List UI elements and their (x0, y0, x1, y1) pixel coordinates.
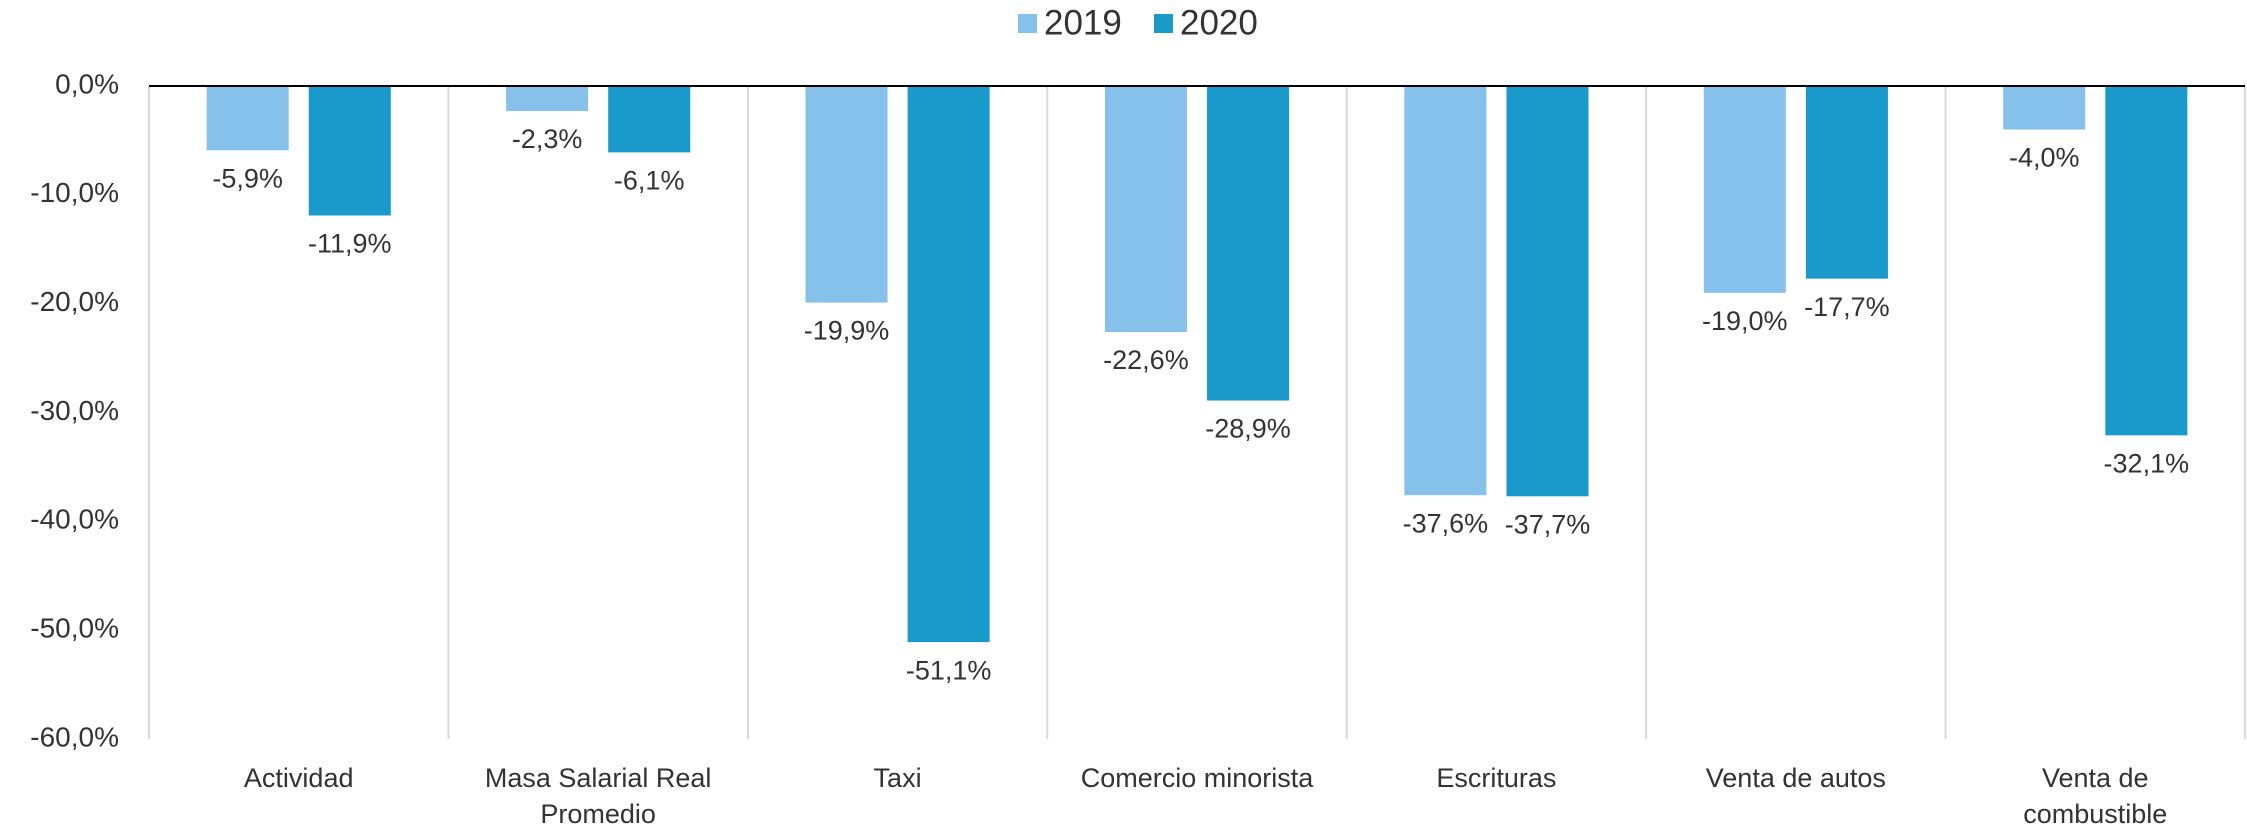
value-label: -17,7% (1804, 292, 1890, 322)
bar (1703, 86, 1786, 293)
y-tick-label: -20,0% (30, 286, 119, 317)
value-label: -37,6% (1403, 508, 1489, 538)
value-label: -19,9% (804, 316, 890, 346)
x-tick-label: Taxi (873, 763, 922, 793)
y-tick-label: 0,0% (55, 68, 119, 99)
value-label: -19,0% (1702, 306, 1788, 336)
value-label: -37,7% (1505, 509, 1591, 539)
bar (1805, 86, 1888, 279)
x-tick-label: Actividad (243, 763, 354, 793)
value-label: -22,6% (1103, 345, 1189, 375)
y-tick-label: -40,0% (30, 504, 119, 535)
value-label: -28,9% (1205, 414, 1291, 444)
bar (1404, 86, 1487, 496)
legend-swatch (1018, 14, 1037, 33)
x-tick-label: Comercio minorista (1080, 763, 1314, 793)
bar (506, 86, 589, 112)
legend-label: 2020 (1180, 3, 1258, 42)
bar (1506, 86, 1589, 497)
bar (308, 86, 391, 216)
value-label: -2,3% (512, 124, 583, 154)
bar (2105, 86, 2188, 436)
value-label: -4,0% (2009, 143, 2080, 173)
bar (907, 86, 990, 643)
x-tick-label: Venta de combustible (2023, 763, 2168, 829)
value-label: -5,9% (212, 163, 283, 193)
value-label: -11,9% (308, 229, 392, 259)
bar (608, 86, 691, 153)
bar (206, 86, 289, 151)
y-tick-label: -10,0% (30, 177, 119, 208)
x-tick-label: Escrituras (1436, 763, 1557, 793)
value-label: -6,1% (614, 166, 685, 196)
legend-swatch (1154, 14, 1173, 33)
value-label: -51,1% (906, 655, 992, 685)
y-tick-label: -60,0% (30, 721, 119, 752)
y-tick-label: -30,0% (30, 395, 119, 426)
bar (805, 86, 888, 303)
bar (2003, 86, 2086, 130)
bar (1207, 86, 1290, 401)
value-label: -32,1% (2104, 448, 2190, 478)
x-tick-label: Masa Salarial Real Promedio (484, 763, 712, 829)
y-tick-label: -50,0% (30, 613, 119, 644)
legend-label: 2019 (1044, 3, 1122, 42)
bar (1104, 86, 1187, 332)
x-tick-label: Venta de autos (1705, 763, 1886, 793)
